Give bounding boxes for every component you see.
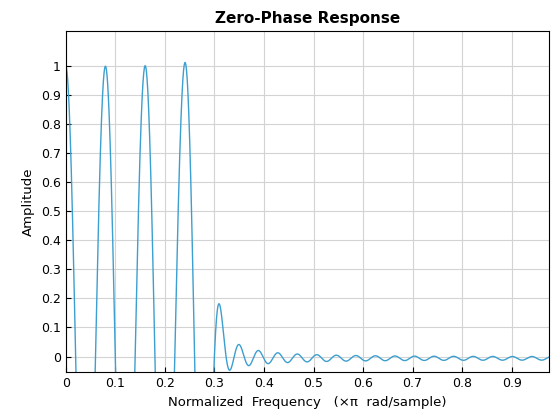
X-axis label: Normalized  Frequency   (×π  rad/sample): Normalized Frequency (×π rad/sample) (168, 396, 446, 409)
Title: Zero-Phase Response: Zero-Phase Response (214, 11, 400, 26)
Y-axis label: Amplitude: Amplitude (22, 168, 35, 236)
